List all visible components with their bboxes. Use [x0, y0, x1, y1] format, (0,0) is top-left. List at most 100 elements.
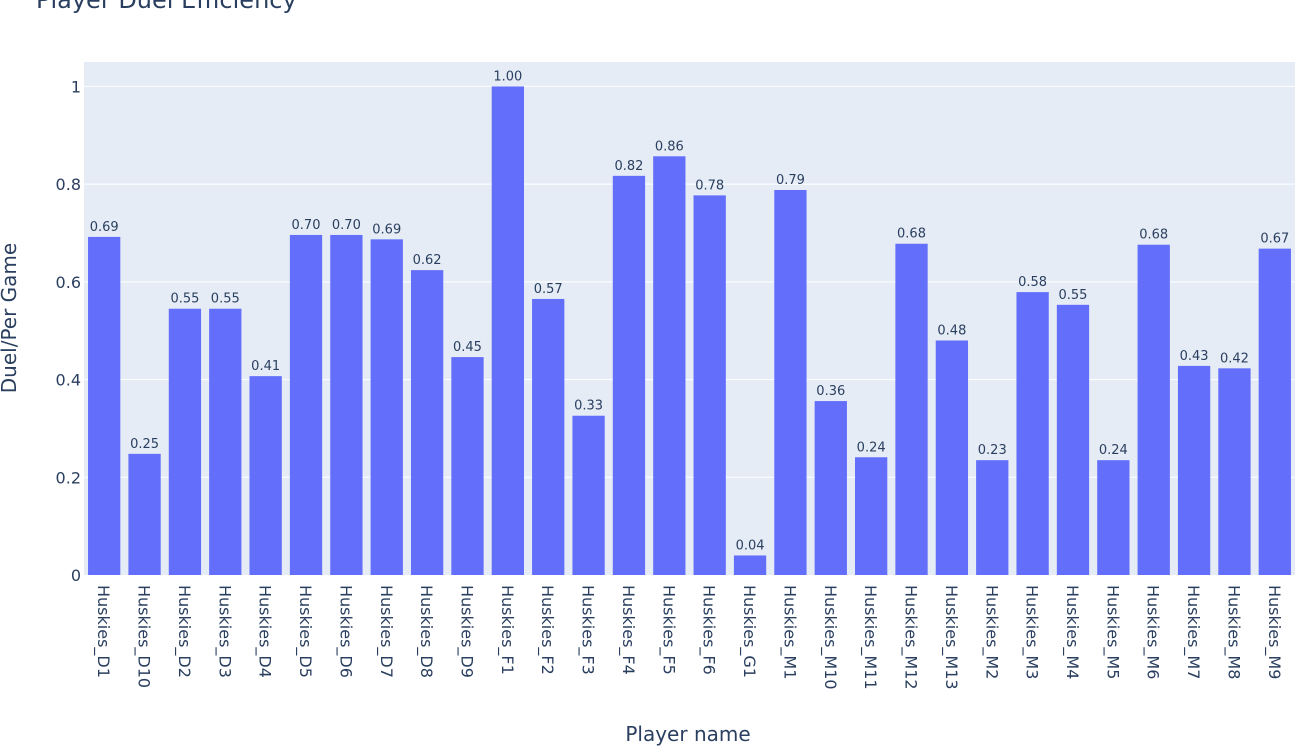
x-tick-label: Huskies_F2	[537, 585, 557, 675]
bar	[410, 270, 444, 575]
bar-value-label: 0.43	[1180, 349, 1209, 364]
y-tick-label: 1	[71, 77, 81, 96]
y-tick-label: 0.4	[56, 371, 81, 390]
bar-value-label: 0.41	[251, 359, 280, 374]
y-axis-ticks: 0 0.2 0.4 0.6 0.8 1	[56, 77, 81, 585]
bar-value-label: 0.70	[332, 218, 361, 233]
x-tick-label: Huskies_M2	[981, 585, 1001, 679]
x-tick-label: Huskies_M3	[1022, 585, 1042, 679]
bar	[88, 236, 121, 575]
bar	[895, 243, 928, 575]
bar	[249, 376, 282, 575]
bar-value-label: 0.04	[736, 538, 765, 553]
bar	[572, 415, 605, 575]
y-tick-label: 0.8	[56, 175, 81, 194]
x-tick-label: Huskies_D7	[376, 585, 396, 678]
y-tick-label: 0	[71, 566, 81, 585]
x-tick-label: Huskies_D1	[93, 585, 113, 678]
bar	[330, 234, 363, 575]
bar-value-label: 0.57	[534, 282, 563, 297]
bar-value-label: 0.23	[978, 443, 1007, 458]
x-tick-label: Huskies_F6	[699, 585, 719, 675]
bar-value-label: 0.33	[574, 399, 603, 414]
bar	[1056, 304, 1090, 575]
y-axis-title: Duel/Per Game	[0, 242, 21, 394]
bar-value-label: 0.79	[776, 173, 805, 188]
x-tick-label: Huskies_D3	[214, 585, 234, 678]
bar-value-label: 0.68	[1139, 228, 1168, 243]
x-tick-label: Huskies_M10	[820, 585, 840, 690]
x-tick-label: Huskies_D9	[456, 585, 476, 678]
bar	[289, 234, 323, 575]
x-tick-label: Huskies_M12	[901, 585, 921, 690]
bar-value-label: 0.58	[1018, 275, 1047, 290]
y-tick-label: 0.2	[56, 468, 81, 487]
bar	[976, 460, 1009, 575]
x-tick-label: Huskies_M8	[1223, 585, 1243, 679]
bar	[935, 340, 969, 575]
bar-value-label: 0.24	[857, 440, 886, 455]
x-tick-label: Huskies_M5	[1102, 585, 1122, 679]
x-axis-title: Player name	[625, 722, 751, 746]
y-tick-label: 0.6	[56, 273, 81, 292]
bar-value-label: 0.45	[453, 340, 482, 355]
x-tick-label: Huskies_M9	[1264, 585, 1284, 679]
bar	[168, 308, 202, 575]
bar-value-label: 0.69	[372, 222, 401, 237]
bar-value-label: 0.67	[1260, 232, 1289, 247]
bar-value-label: 0.25	[130, 437, 159, 452]
bar-value-label: 1.00	[493, 69, 522, 84]
bar	[128, 453, 161, 575]
bar-value-label: 0.68	[897, 227, 926, 242]
bar-value-label: 0.48	[937, 323, 966, 338]
bar	[451, 357, 484, 575]
x-tick-label: Huskies_F1	[497, 585, 517, 675]
bar-value-label: 0.55	[1059, 288, 1088, 303]
bar	[653, 156, 686, 575]
bar	[532, 298, 565, 575]
bar	[1016, 292, 1049, 575]
x-tick-label: Huskies_D6	[335, 585, 355, 678]
bar	[1097, 460, 1130, 575]
bar-value-label: 0.62	[413, 253, 442, 268]
x-tick-label: Huskies_D4	[255, 585, 275, 678]
bar-value-label: 0.42	[1220, 351, 1249, 366]
bar	[370, 239, 403, 575]
x-tick-label: Huskies_D8	[416, 585, 436, 678]
x-tick-label: Huskies_F3	[578, 585, 598, 675]
x-tick-label: Huskies_G1	[739, 585, 759, 678]
x-tick-label: Huskies_F4	[618, 585, 638, 675]
bar	[209, 308, 242, 575]
plot-background	[84, 62, 1295, 575]
x-tick-label: Huskies_M4	[1062, 585, 1082, 679]
bar-value-label: 0.24	[1099, 443, 1128, 458]
bar	[491, 86, 524, 575]
x-tick-label: Huskies_D10	[134, 585, 154, 688]
bar-value-label: 0.78	[695, 178, 724, 193]
x-tick-label: Huskies_F5	[658, 585, 678, 675]
bar-value-label: 0.82	[614, 159, 643, 174]
x-tick-label: Huskies_D2	[174, 585, 194, 678]
x-tick-label: Huskies_M1	[779, 585, 799, 679]
bar	[1258, 248, 1291, 576]
bars	[88, 86, 1291, 576]
bar	[774, 190, 807, 575]
chart-title: Player Duel Efficiency	[36, 0, 297, 14]
bar	[612, 175, 646, 575]
x-tick-label: Huskies_M7	[1183, 585, 1203, 679]
x-tick-label: Huskies_M13	[941, 585, 961, 690]
x-tick-label: Huskies_D5	[295, 585, 315, 678]
bar-value-label: 0.86	[655, 139, 684, 154]
bar	[855, 457, 888, 575]
bar-value-labels: 0.69 0.25 0.55 0.55 0.41 0.70 0.70 0.69 0.62 0.45…	[90, 69, 1290, 553]
y-gridlines	[84, 85, 1295, 478]
bar	[1137, 244, 1170, 575]
bar-value-label: 0.55	[170, 292, 199, 307]
bar-value-label: 0.55	[211, 292, 240, 307]
bar-value-label: 0.36	[816, 384, 845, 399]
bar	[693, 195, 726, 575]
x-axis-ticks: Huskies_D1 Huskies_D10 Huskies_D2 Huskies_D…	[93, 585, 1284, 690]
bar-value-label: 0.70	[292, 218, 321, 233]
